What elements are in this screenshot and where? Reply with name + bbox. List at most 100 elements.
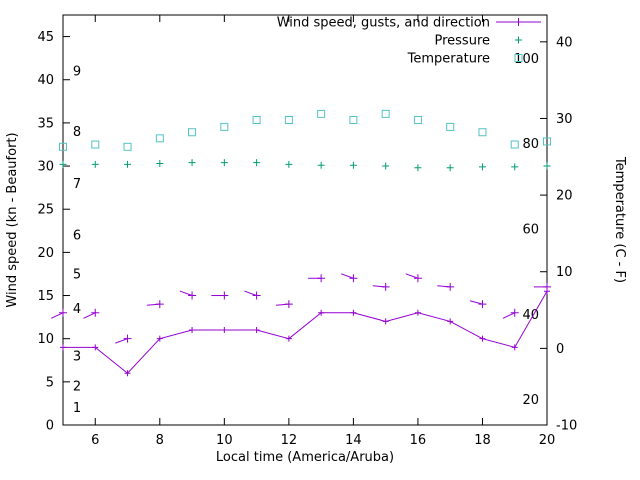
legend-label-pressure: Pressure — [434, 34, 490, 49]
fahrenheit-label: 100 — [514, 52, 539, 67]
wind-speed-point — [414, 309, 421, 316]
temperature-point — [284, 115, 293, 124]
plot-border — [62, 14, 548, 426]
temperature-point — [123, 142, 132, 151]
wind-speed-point — [479, 335, 486, 342]
pressure-point — [317, 161, 325, 169]
temperature-point — [413, 115, 422, 124]
temperature-point — [59, 142, 67, 151]
wind-speed-point — [60, 344, 66, 351]
beaufort-label: 5 — [73, 267, 81, 282]
wind-direction-vector — [405, 273, 419, 279]
legend-label-temperature: Temperature — [407, 52, 490, 67]
pressure-point — [91, 160, 99, 168]
temperature-point — [543, 137, 551, 146]
beaufort-label: 4 — [73, 302, 81, 317]
wind-direction-vector — [83, 312, 96, 319]
wind-direction-vector — [146, 303, 160, 306]
temperature-point — [252, 115, 261, 124]
y2-axis-label: Temperature (C - F) — [612, 156, 627, 283]
wind-speed-point — [382, 318, 389, 325]
wind-speed-point — [156, 335, 163, 342]
y2-tick-label: 30 — [556, 112, 573, 127]
wind-speed-point — [350, 309, 357, 316]
temperature-point — [188, 128, 197, 137]
wind-speed-point — [124, 370, 131, 377]
pressure-point — [446, 164, 454, 172]
y-tick-label: 10 — [37, 332, 54, 347]
y-tick-label: 0 — [46, 419, 54, 434]
legend-sample-temperature-point — [514, 54, 523, 62]
pressure-point — [285, 160, 293, 168]
fahrenheit-label: 60 — [522, 222, 539, 237]
pressure-point — [382, 162, 390, 170]
y-tick-label: 15 — [37, 289, 54, 304]
wind-direction-vector — [502, 312, 515, 319]
y2-tick-label: 0 — [556, 342, 564, 357]
wind-speed-point — [447, 318, 454, 325]
wind-direction-vector — [275, 303, 289, 306]
y-tick-label: 5 — [46, 375, 54, 390]
pressure-point — [188, 159, 196, 167]
wind-gust-point — [478, 300, 487, 309]
wind-gust-point — [188, 291, 197, 300]
x-tick-label: 12 — [281, 433, 298, 448]
wind-direction-vector — [437, 285, 451, 288]
fahrenheit-label: 20 — [522, 393, 539, 408]
temperature-point — [220, 122, 229, 131]
wind-speed-line — [63, 290, 548, 374]
wind-gust-point — [123, 334, 132, 343]
x-tick-label: 18 — [474, 433, 491, 448]
beaufort-label: 1 — [73, 401, 81, 416]
wind-speed-point — [285, 335, 292, 342]
pressure-point — [253, 159, 261, 167]
temperature-point — [317, 109, 326, 118]
wind-direction-vector — [115, 338, 128, 344]
temperature-point — [349, 115, 358, 124]
x-tick-label: 16 — [410, 433, 427, 448]
x-tick-label: 8 — [156, 433, 164, 448]
y2-tick-label: 20 — [556, 189, 573, 204]
pressure-point — [478, 163, 486, 171]
beaufort-label: 8 — [73, 125, 81, 140]
x-axis-label: Local time (America/Aruba) — [216, 450, 394, 465]
y-tick-label: 20 — [37, 246, 54, 261]
wind-speed-point — [318, 309, 325, 316]
legend-sample-pressure-point — [515, 36, 522, 44]
y2-tick-label: 40 — [556, 35, 573, 50]
pressure-point — [156, 159, 164, 167]
temperature-point — [91, 140, 100, 149]
wind-speed-point — [253, 327, 260, 334]
x-tick-label: 20 — [539, 433, 556, 448]
fahrenheit-label: 80 — [522, 137, 539, 152]
wind-speed-point — [189, 327, 196, 334]
y-axis-label: Wind speed (kn - Beaufort) — [5, 132, 20, 307]
y-tick-label: 35 — [37, 116, 54, 131]
x-tick-label: 6 — [91, 433, 99, 448]
beaufort-label: 7 — [73, 177, 81, 192]
pressure-point — [414, 164, 422, 172]
y2-tick-label: 10 — [556, 265, 573, 280]
wind-direction-vector — [51, 312, 64, 319]
temperature-point — [446, 122, 455, 131]
legend-label-wind: Wind speed, gusts, and direction — [277, 16, 490, 31]
y-tick-label: 45 — [37, 30, 54, 45]
series-layer — [51, 109, 551, 377]
temperature-point — [478, 128, 487, 137]
pressure-point — [511, 163, 519, 171]
pressure-point — [349, 161, 357, 169]
wind-direction-vector — [372, 285, 386, 288]
pressure-point — [124, 160, 132, 168]
beaufort-label: 2 — [73, 380, 81, 395]
beaufort-label: 6 — [73, 229, 81, 244]
legend-sample-wind-point — [514, 18, 523, 26]
wind-gust-point — [59, 308, 67, 317]
y-tick-label: 40 — [37, 73, 54, 88]
y-tick-label: 25 — [37, 203, 54, 218]
beaufort-label: 3 — [73, 349, 81, 364]
wind-speed-point — [221, 327, 228, 334]
x-tick-label: 14 — [345, 433, 362, 448]
temperature-point — [155, 134, 164, 143]
